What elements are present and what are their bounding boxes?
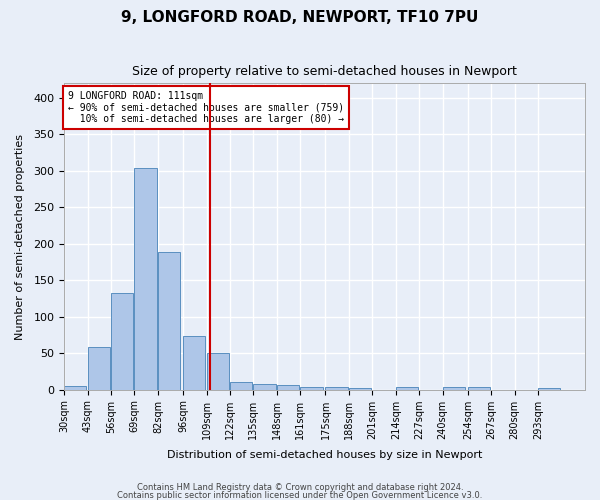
Bar xyxy=(206,353,229,390)
Y-axis label: Number of semi-detached properties: Number of semi-detached properties xyxy=(15,134,25,340)
Bar xyxy=(230,382,252,390)
Bar xyxy=(538,388,560,390)
Bar xyxy=(443,386,465,390)
Bar xyxy=(396,388,418,390)
Bar xyxy=(111,294,133,390)
Bar xyxy=(183,336,205,390)
Text: 9 LONGFORD ROAD: 111sqm
← 90% of semi-detached houses are smaller (759)
  10% of: 9 LONGFORD ROAD: 111sqm ← 90% of semi-de… xyxy=(68,90,344,124)
Bar xyxy=(88,348,110,390)
Bar xyxy=(253,384,275,390)
Text: Contains public sector information licensed under the Open Government Licence v3: Contains public sector information licen… xyxy=(118,490,482,500)
Text: 9, LONGFORD ROAD, NEWPORT, TF10 7PU: 9, LONGFORD ROAD, NEWPORT, TF10 7PU xyxy=(121,10,479,25)
X-axis label: Distribution of semi-detached houses by size in Newport: Distribution of semi-detached houses by … xyxy=(167,450,482,460)
Bar xyxy=(468,388,490,390)
Bar xyxy=(158,252,180,390)
Title: Size of property relative to semi-detached houses in Newport: Size of property relative to semi-detach… xyxy=(132,65,517,78)
Text: Contains HM Land Registry data © Crown copyright and database right 2024.: Contains HM Land Registry data © Crown c… xyxy=(137,483,463,492)
Bar xyxy=(64,386,86,390)
Bar xyxy=(277,386,299,390)
Bar xyxy=(300,388,323,390)
Bar xyxy=(349,388,371,390)
Bar xyxy=(134,168,157,390)
Bar xyxy=(325,388,348,390)
